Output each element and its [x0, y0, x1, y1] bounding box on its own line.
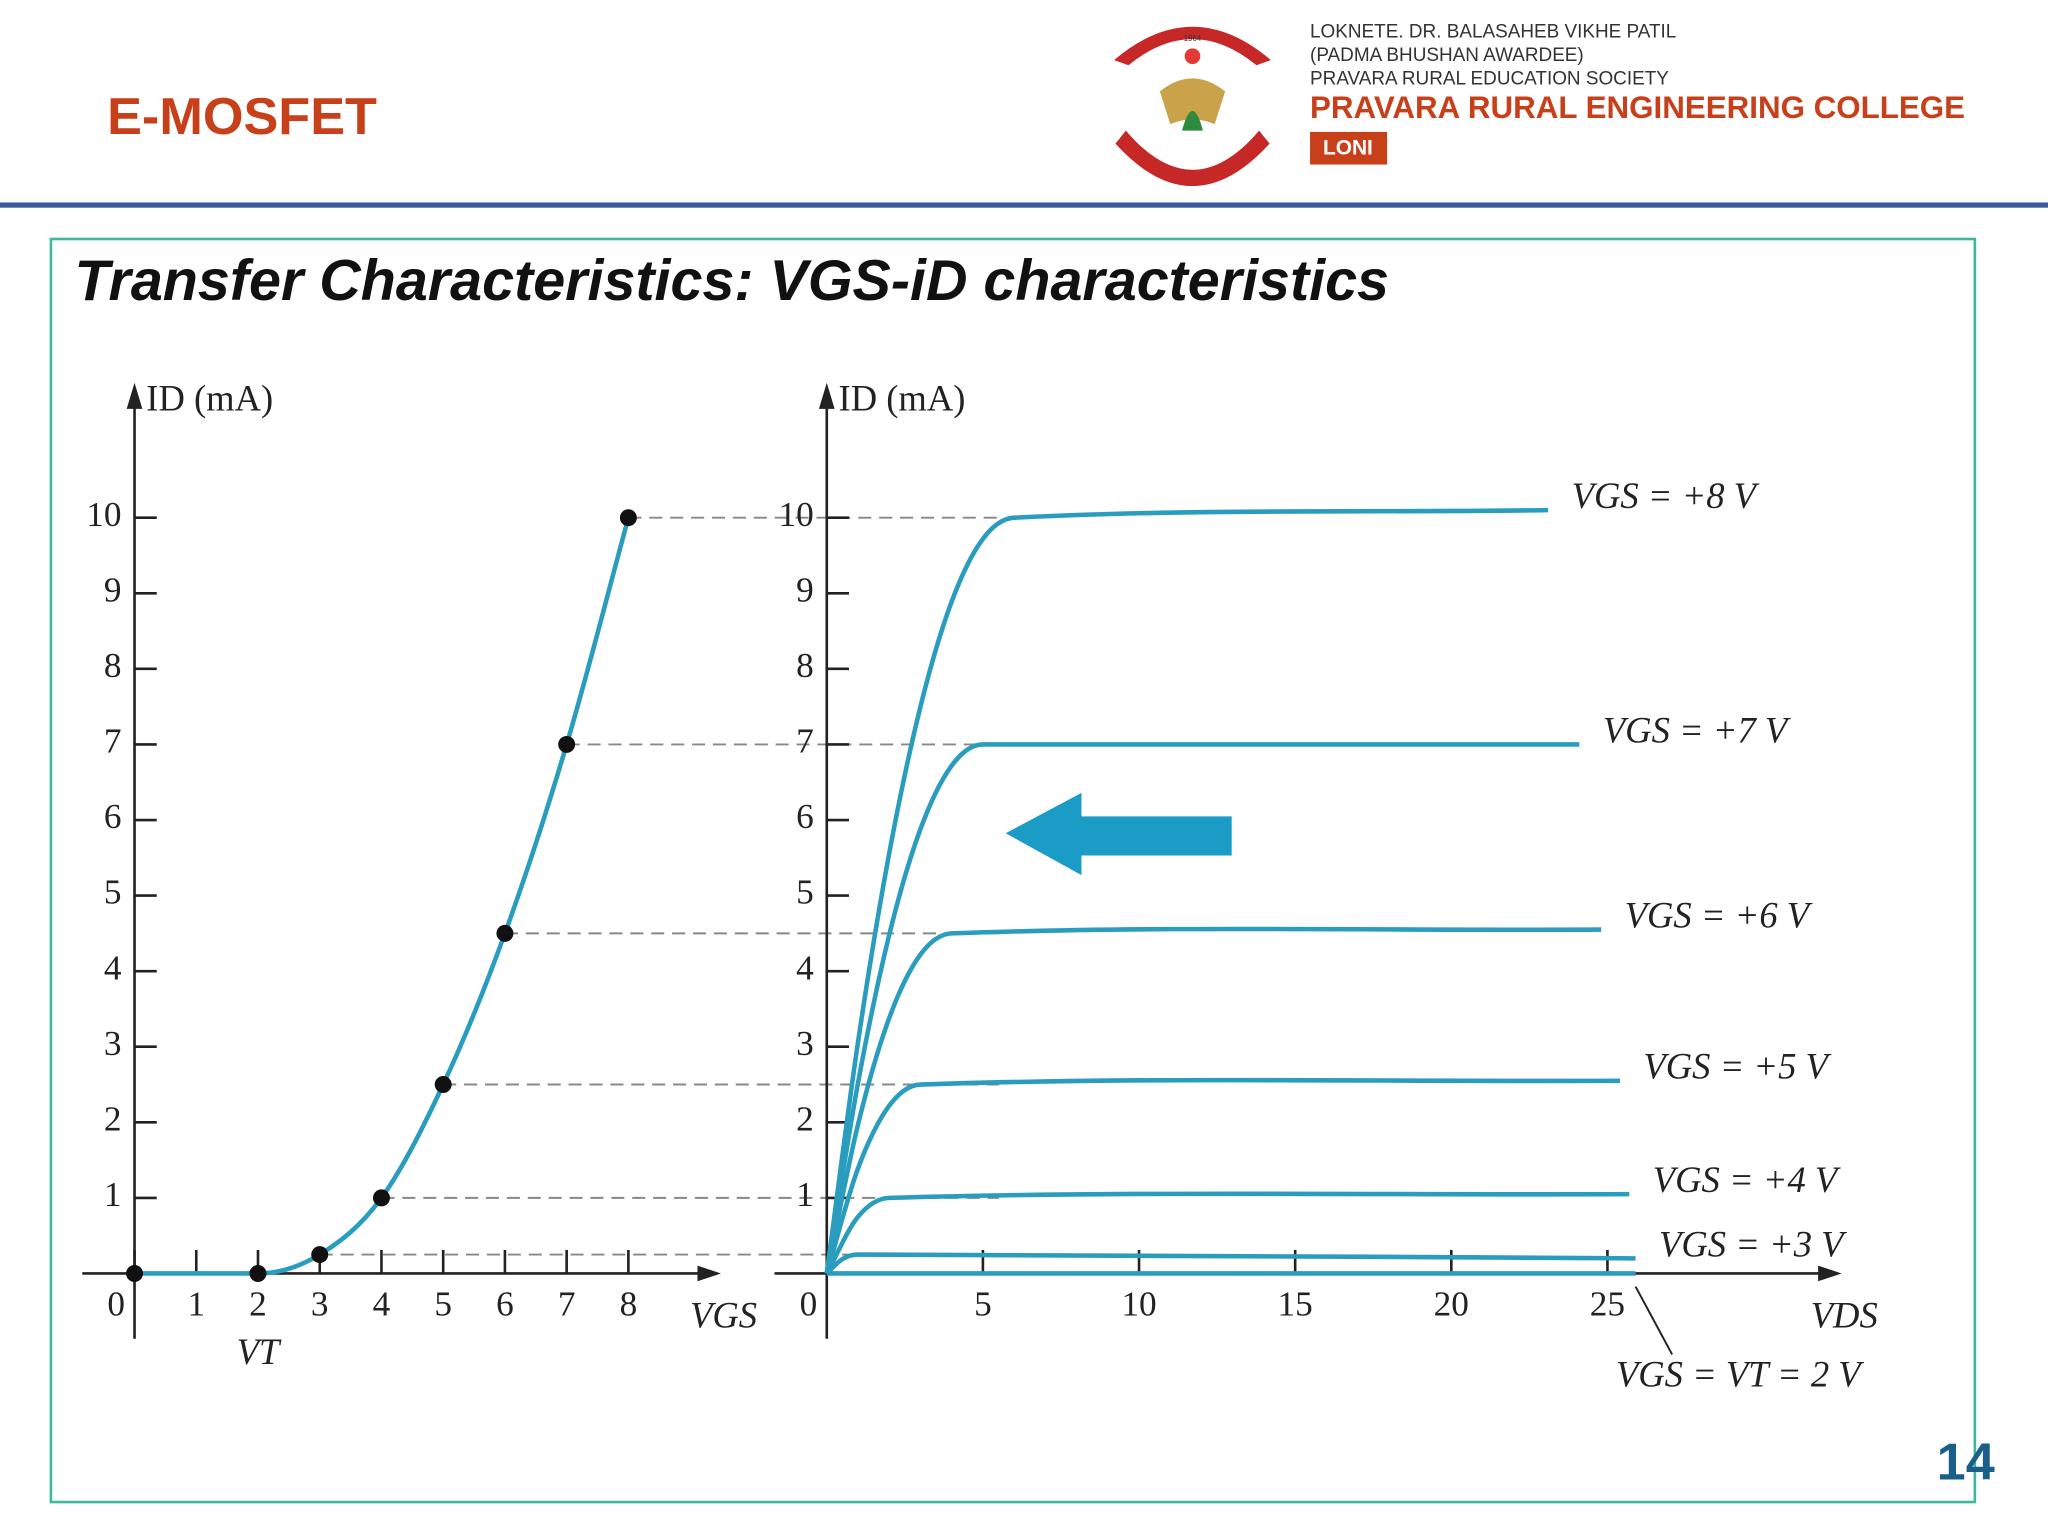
y-tick-label: 9 [104, 570, 122, 609]
x-tick-label: 20 [1434, 1285, 1469, 1324]
x-tick-label: 3 [311, 1285, 329, 1324]
x-tick-label: 0 [107, 1285, 125, 1324]
data-point [249, 1264, 267, 1282]
slide-title: Transfer Characteristics: VGS-iD charact… [74, 249, 1389, 313]
y-tick-label: 4 [796, 948, 814, 987]
x-tick-label: 15 [1278, 1285, 1313, 1324]
x-tick-label: 0 [800, 1285, 818, 1324]
x-tick-label: 6 [496, 1285, 514, 1324]
data-point [619, 509, 637, 527]
y-tick-label: 6 [796, 797, 814, 836]
data-line [824, 926, 1602, 1274]
data-point [311, 1246, 329, 1264]
charts: 1 2 3 4 5 6 7 8 9 10 0 1 2 3 4 5 6 7 8 ID (mA) VGS VT 1 2 3 4 5 6 7 8… [82, 378, 1878, 1394]
y-tick-label: 1 [796, 1175, 814, 1214]
y-tick-label: 4 [104, 948, 122, 987]
label-leader [1634, 1286, 1673, 1355]
logo-year: 1964 [1184, 34, 1202, 43]
y-tick-label: 1 [104, 1175, 122, 1214]
x-axis-arrow [697, 1265, 721, 1282]
x-tick-label: 25 [1590, 1285, 1625, 1324]
y-tick-label: 3 [104, 1024, 122, 1063]
data-line [824, 1191, 1630, 1275]
y-tick-label: 3 [796, 1024, 814, 1063]
data-line [824, 507, 1549, 1274]
institution-line: PRAVARA RURAL EDUCATION SOCIETY [1310, 69, 1669, 90]
x-tick-label: 10 [1121, 1285, 1156, 1324]
logo-banner [1114, 26, 1271, 66]
location: LONI [1323, 136, 1373, 159]
series-label: VGS = +7 V [1603, 709, 1791, 750]
logo-ribbon [1115, 130, 1270, 187]
y-tick-label: 8 [796, 646, 814, 685]
y-tick-label: 9 [796, 570, 814, 609]
logo: PRAVARA 1964 [1114, 14, 1271, 187]
x-axis-label: VGS [690, 1295, 757, 1336]
series-label: VGS = VT = 2 V [1616, 1353, 1864, 1394]
content-frame [49, 237, 1977, 1504]
logo-emblem [1159, 78, 1226, 125]
x-tick-label: 7 [558, 1285, 576, 1324]
college-name: PRAVARA RURAL ENGINEERING COLLEGE [1310, 90, 1965, 125]
x-axis-arrow [1818, 1265, 1842, 1282]
series-label: VGS = +3 V [1659, 1223, 1847, 1264]
data-point [126, 1264, 144, 1282]
x-tick-label: 8 [620, 1285, 638, 1324]
y-tick-label: 2 [796, 1099, 814, 1138]
y-tick-label: 10 [778, 495, 813, 534]
direction-arrow [1005, 792, 1232, 876]
data-point [496, 924, 514, 942]
y-tick-label: 5 [796, 873, 814, 912]
y-axis-label: ID (mA) [839, 378, 966, 419]
annotation: VT [237, 1331, 282, 1372]
logo-text: PRAVARA [1155, 14, 1224, 30]
location-badge [1310, 131, 1388, 165]
institution-line: (PADMA BHUSHAN AWARDEE) [1310, 45, 1584, 66]
page-number: 14 [1937, 1433, 1995, 1491]
header-rule [0, 202, 2048, 208]
header-title: E-MOSFET [107, 88, 377, 146]
logo-dot [1184, 48, 1201, 64]
series-label: VGS = +6 V [1625, 895, 1813, 936]
y-tick-label: 7 [104, 722, 122, 761]
series-label: VGS = +5 V [1643, 1046, 1831, 1087]
x-tick-label: 4 [373, 1285, 391, 1324]
data-point [434, 1076, 452, 1094]
y-tick-label: 5 [104, 873, 122, 912]
y-tick-label: 2 [104, 1099, 122, 1138]
series-label: VGS = +4 V [1653, 1159, 1841, 1200]
y-tick-label: 7 [796, 722, 814, 761]
y-axis-arrow [818, 382, 835, 409]
x-axis-label: VDS [1811, 1295, 1878, 1336]
institution-line: LOKNETE. DR. BALASAHEB VIKHE PATIL [1310, 22, 1676, 43]
x-tick-label: 5 [974, 1285, 992, 1324]
data-line [825, 1252, 1636, 1276]
data-line [824, 1077, 1620, 1275]
data-line [824, 742, 1580, 1274]
y-axis-arrow [126, 382, 143, 409]
y-tick-label: 8 [104, 646, 122, 685]
x-tick-label: 1 [187, 1285, 205, 1324]
data-point [372, 1189, 390, 1207]
series-label: VGS = +8 V [1572, 475, 1760, 516]
y-tick-label: 6 [104, 797, 122, 836]
y-tick-label: 10 [86, 495, 121, 534]
data-point [558, 735, 576, 753]
logo-leaf [1182, 111, 1203, 131]
x-tick-label: 5 [434, 1285, 452, 1324]
x-tick-label: 2 [249, 1285, 267, 1324]
y-axis-label: ID (mA) [146, 378, 273, 419]
